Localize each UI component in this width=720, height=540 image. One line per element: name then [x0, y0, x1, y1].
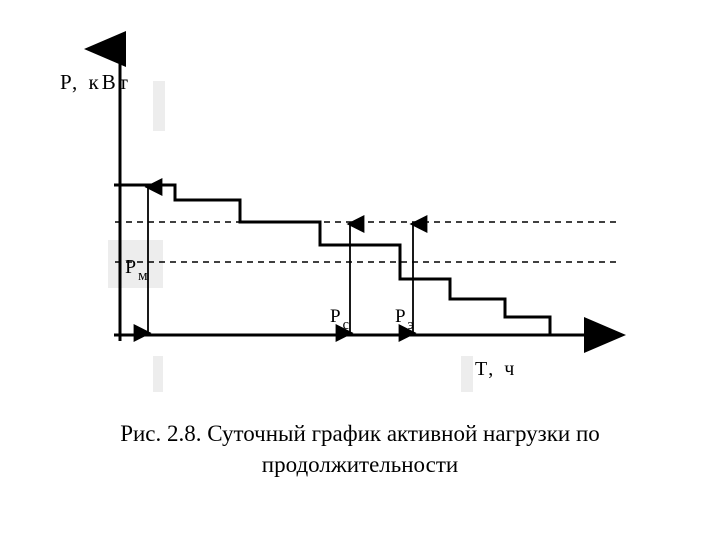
label-p-c: Рс [330, 306, 347, 332]
figure-stage: Р, кВт Т, ч Рм Рс Рэ Рис. 2.8. Суточный … [0, 0, 720, 540]
figure-caption: Рис. 2.8. Суточный график активной нагру… [0, 418, 720, 480]
load-duration-plot [120, 55, 620, 355]
label-p-c-main: Р [330, 306, 341, 327]
label-p-max: Рм [125, 256, 146, 283]
label-p-max-main: Р [125, 256, 136, 278]
label-p-e-main: Р [395, 306, 406, 327]
x-axis-label: Т, ч [475, 358, 517, 381]
label-p-e: Рэ [395, 306, 412, 332]
label-p-max-sub: м [138, 268, 148, 284]
y-axis-label: Р, кВт [60, 70, 131, 95]
caption-line2: продолжительности [262, 452, 458, 477]
label-p-c-sub: с [343, 317, 349, 333]
gray-artefact [153, 356, 163, 392]
caption-line1: Рис. 2.8. Суточный график активной нагру… [120, 421, 600, 446]
gray-artefact [461, 356, 473, 392]
label-p-e-sub: э [408, 317, 414, 333]
